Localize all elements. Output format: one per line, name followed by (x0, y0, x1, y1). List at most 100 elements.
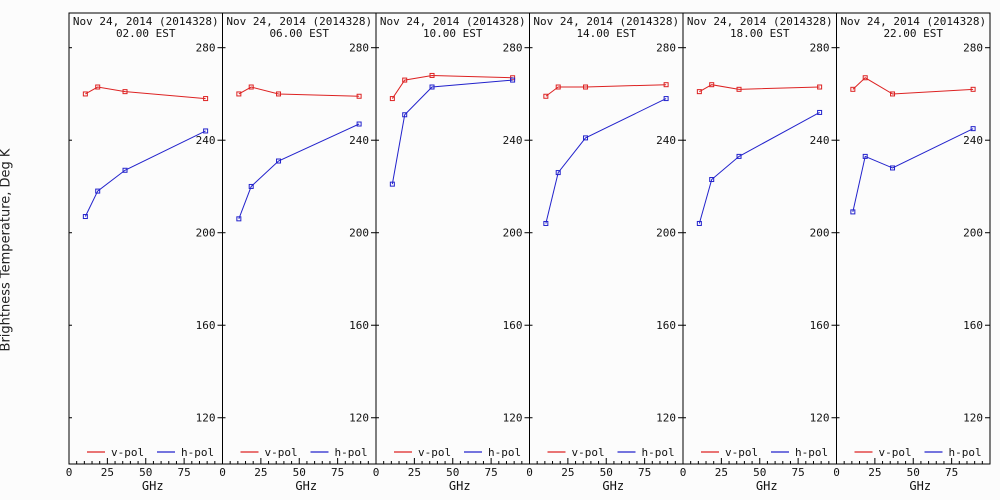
x-tick-label: 0 (833, 466, 840, 479)
data-point-v-pol (696, 89, 702, 95)
legend-label-h-pol: h-pol (335, 446, 368, 459)
x-axis-label: GHz (142, 479, 164, 493)
x-tick-label: 50 (600, 466, 613, 479)
series-line-h-pol (391, 79, 513, 185)
legend-label-v-pol: v-pol (725, 446, 758, 459)
x-tick-label: 75 (638, 466, 651, 479)
data-point-v-pol (203, 96, 209, 102)
data-point-h-pol (696, 220, 702, 226)
chart-title: Nov 24, 2014 (2014328) (226, 15, 372, 28)
data-point-h-pol (663, 96, 669, 102)
data-point-v-pol (95, 84, 101, 90)
x-tick-label: 25 (408, 466, 421, 479)
data-point-v-pol (276, 91, 282, 97)
chart-panel-3: Nov 24, 2014 (2014328)10.00 EST 120 160 200… (373, 12, 530, 493)
legend-label-v-pol: v-pol (879, 446, 912, 459)
series-line-v-pol (391, 74, 513, 99)
data-point-v-pol (555, 84, 561, 90)
y-tick-label: 120 (196, 412, 216, 425)
chart-panel-1: Nov 24, 2014 (2014328)02.00 EST 120 160 200… (66, 12, 223, 493)
data-point-h-pol (817, 109, 823, 115)
data-point-h-pol (850, 209, 856, 215)
data-point-v-pol (389, 96, 395, 102)
y-tick-label: 160 (810, 319, 830, 332)
data-point-h-pol (709, 177, 715, 183)
data-point-h-pol (95, 188, 101, 194)
data-point-h-pol (389, 181, 395, 187)
chart-subtitle: 06.00 EST (269, 27, 329, 40)
data-point-h-pol (555, 170, 561, 176)
series-line-h-pol (545, 98, 667, 224)
chart-title: Nov 24, 2014 (2014328) (73, 15, 219, 28)
y-tick-label: 280 (196, 42, 216, 55)
x-tick-label: 25 (561, 466, 574, 479)
legend-label-v-pol: v-pol (265, 446, 298, 459)
x-tick-label: 50 (293, 466, 306, 479)
data-point-v-pol (850, 86, 856, 92)
y-tick-label: 160 (963, 319, 983, 332)
data-point-h-pol (402, 112, 408, 118)
y-tick-label: 280 (656, 42, 676, 55)
series-line-h-pol (698, 112, 820, 224)
data-point-v-pol (736, 86, 742, 92)
data-point-h-pol (356, 121, 362, 127)
data-point-h-pol (583, 135, 589, 141)
y-tick-label: 240 (963, 134, 983, 147)
data-point-v-pol (862, 75, 868, 81)
series-line-v-pol (238, 86, 360, 97)
x-axis-label: GHz (295, 479, 317, 493)
data-point-h-pol (862, 153, 868, 159)
chart-subtitle: 14.00 EST (576, 27, 636, 40)
chart-subtitle: 18.00 EST (730, 27, 790, 40)
data-point-v-pol (583, 84, 589, 90)
data-point-h-pol (429, 84, 435, 90)
y-tick-label: 240 (656, 134, 676, 147)
x-tick-label: 25 (868, 466, 881, 479)
x-tick-label: 75 (331, 466, 344, 479)
y-tick-label: 200 (810, 227, 830, 240)
data-point-v-pol (663, 82, 669, 88)
chart-subtitle: 02.00 EST (116, 27, 176, 40)
data-point-v-pol (356, 93, 362, 99)
y-tick-label: 240 (349, 134, 369, 147)
y-tick-label: 200 (963, 227, 983, 240)
y-tick-label: 280 (349, 42, 369, 55)
data-point-v-pol (817, 84, 823, 90)
series-line-v-pol (699, 84, 820, 93)
data-point-h-pol (236, 216, 242, 222)
data-point-v-pol (82, 91, 88, 97)
x-tick-label: 0 (526, 466, 533, 479)
legend-label-h-pol: h-pol (642, 446, 675, 459)
y-tick-label: 160 (656, 319, 676, 332)
y-tick-label: 280 (810, 42, 830, 55)
x-axis-label: GHz (602, 479, 624, 493)
data-point-h-pol (510, 77, 516, 83)
y-tick-label: 120 (349, 412, 369, 425)
data-point-v-pol (402, 77, 408, 83)
chart-panel-4: Nov 24, 2014 (2014328)14.00 EST 120 160 200… (526, 12, 684, 493)
legend-label-h-pol: h-pol (181, 446, 214, 459)
chart-title: Nov 24, 2014 (2014328) (533, 15, 679, 28)
y-tick-label: 200 (349, 227, 369, 240)
data-point-h-pol (736, 153, 742, 159)
y-tick-label: 120 (810, 412, 830, 425)
chart-title: Nov 24, 2014 (2014328) (687, 15, 833, 28)
chart-subtitle: 22.00 EST (883, 27, 943, 40)
legend-label-h-pol: h-pol (488, 446, 521, 459)
y-tick-label: 120 (656, 412, 676, 425)
data-point-v-pol (122, 89, 128, 95)
series-line-v-pol (852, 77, 974, 95)
y-tick-label: 160 (503, 319, 523, 332)
x-tick-label: 25 (715, 466, 728, 479)
y-tick-label: 120 (963, 412, 983, 425)
x-tick-label: 0 (680, 466, 687, 479)
chart-title: Nov 24, 2014 (2014328) (840, 15, 986, 28)
y-tick-label: 240 (196, 134, 216, 147)
data-point-h-pol (543, 220, 549, 226)
series-line-v-pol (85, 86, 206, 100)
y-tick-label: 280 (963, 42, 983, 55)
legend-label-h-pol: h-pol (795, 446, 828, 459)
chart-panel-2: Nov 24, 2014 (2014328)06.00 EST 120 160 200… (219, 12, 377, 493)
data-point-h-pol (248, 183, 254, 189)
